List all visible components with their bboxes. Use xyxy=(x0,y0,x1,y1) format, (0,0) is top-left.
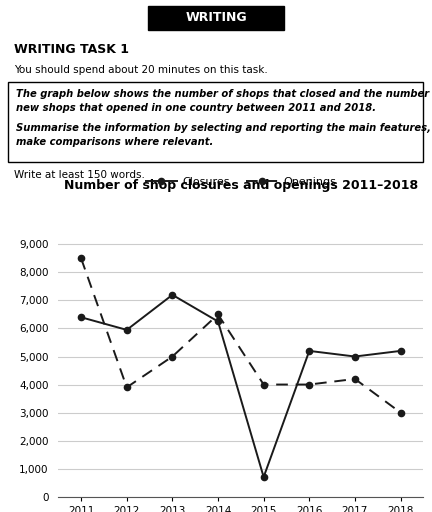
Bar xyxy=(148,6,284,30)
Text: new shops that opened in one country between 2011 and 2018.: new shops that opened in one country bet… xyxy=(16,103,376,113)
Text: make comparisons where relevant.: make comparisons where relevant. xyxy=(16,137,213,147)
Text: The graph below shows the number of shops that closed and the number of: The graph below shows the number of shop… xyxy=(16,89,432,99)
Text: Summarise the information by selecting and reporting the main features, and: Summarise the information by selecting a… xyxy=(16,123,432,133)
Text: WRITING: WRITING xyxy=(185,11,247,25)
Bar xyxy=(8,82,423,162)
Text: Write at least 150 words.: Write at least 150 words. xyxy=(14,169,145,180)
Text: You should spend about 20 minutes on this task.: You should spend about 20 minutes on thi… xyxy=(14,65,268,75)
Title: Number of shop closures and openings 2011–2018: Number of shop closures and openings 201… xyxy=(64,179,418,191)
Legend: Closures, Openings: Closures, Openings xyxy=(141,172,340,191)
Text: WRITING TASK 1: WRITING TASK 1 xyxy=(14,44,129,56)
